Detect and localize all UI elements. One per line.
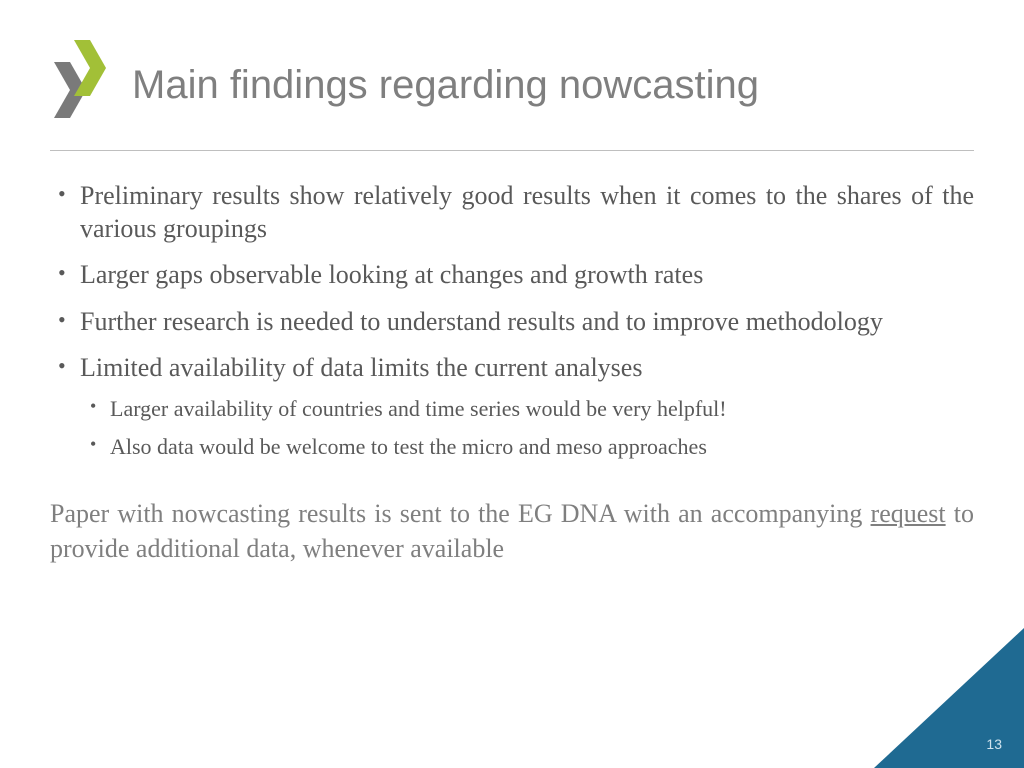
bullet-text: Larger gaps observable looking at change… [80,260,703,289]
list-item: Preliminary results show relatively good… [50,180,974,245]
list-item: Limited availability of data limits the … [50,352,974,462]
bullet-list: Preliminary results show relatively good… [50,180,974,462]
bullet-text: Also data would be welcome to test the m… [110,434,707,459]
divider [50,150,974,151]
slide-title: Main findings regarding nowcasting [132,63,759,108]
list-item: Larger gaps observable looking at change… [50,259,974,292]
slide: Main findings regarding nowcasting Preli… [0,0,1024,768]
bullet-text: Larger availability of countries and tim… [110,396,727,421]
bullet-text: Limited availability of data limits the … [80,353,642,382]
header: Main findings regarding nowcasting [50,40,974,130]
list-item: Larger availability of countries and tim… [80,395,974,424]
page-number: 13 [986,736,1002,752]
footer-paragraph: Paper with nowcasting results is sent to… [50,496,974,566]
oecd-logo-icon [50,40,112,130]
list-item: Further research is needed to understand… [50,306,974,339]
footer-text-pre: Paper with nowcasting results is sent to… [50,499,871,528]
content-area: Preliminary results show relatively good… [50,180,974,566]
list-item: Also data would be welcome to test the m… [80,433,974,462]
sub-bullet-list: Larger availability of countries and tim… [80,395,974,462]
bullet-text: Further research is needed to understand… [80,307,883,336]
footer-text-underline: request [871,499,946,528]
bullet-text: Preliminary results show relatively good… [80,181,974,243]
